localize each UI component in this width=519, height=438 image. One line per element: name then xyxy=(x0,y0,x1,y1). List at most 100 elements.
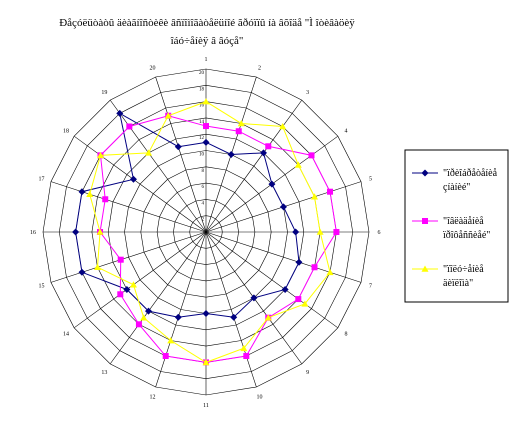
spoke xyxy=(50,231,207,283)
spoke xyxy=(205,99,303,233)
spoke-label: 9 xyxy=(306,370,309,376)
marker xyxy=(295,296,302,303)
marker xyxy=(96,228,104,235)
marker xyxy=(316,228,324,235)
marker xyxy=(126,123,133,130)
marker xyxy=(421,169,429,177)
marker xyxy=(235,128,242,135)
r-tick-label: 14 xyxy=(199,120,205,125)
marker xyxy=(250,294,258,302)
legend-box xyxy=(404,149,509,303)
marker xyxy=(268,180,276,188)
marker xyxy=(78,268,86,276)
marker xyxy=(167,337,175,344)
marker xyxy=(174,143,182,151)
marker xyxy=(421,265,429,272)
marker xyxy=(240,344,248,352)
spoke-label: 16 xyxy=(30,230,36,236)
spoke xyxy=(109,99,207,233)
marker xyxy=(327,188,334,195)
marker xyxy=(333,229,340,235)
marker xyxy=(237,119,245,127)
legend-label: çíàíèé" xyxy=(443,182,470,193)
marker xyxy=(202,138,210,146)
spoke xyxy=(205,231,362,283)
spoke xyxy=(73,135,207,233)
marker xyxy=(162,353,169,360)
marker xyxy=(308,152,315,159)
marker xyxy=(123,285,131,293)
marker xyxy=(164,112,172,119)
marker xyxy=(227,150,235,158)
marker xyxy=(129,281,137,288)
legend-label: "îâëàäåíèå xyxy=(443,216,484,227)
spoke-label: 10 xyxy=(256,395,262,401)
spoke-label: 13 xyxy=(101,370,107,376)
marker xyxy=(86,190,94,198)
r-tick-label: 18 xyxy=(199,87,205,92)
marker xyxy=(97,151,105,159)
marker xyxy=(301,300,309,307)
marker xyxy=(264,314,272,321)
spoke-label: 6 xyxy=(378,230,381,236)
marker xyxy=(243,353,250,360)
legend-label: "ïðèîáðåòåíèå xyxy=(443,168,498,179)
spoke-label: 2 xyxy=(258,65,261,71)
marker xyxy=(311,264,318,271)
spoke-label: 15 xyxy=(38,283,44,289)
marker xyxy=(292,228,300,236)
marker xyxy=(295,258,303,266)
marker xyxy=(265,143,272,150)
r-tick-label: 6 xyxy=(202,185,205,190)
marker xyxy=(202,98,210,105)
spoke-label: 14 xyxy=(63,332,69,338)
spoke-label: 12 xyxy=(150,395,156,401)
spoke xyxy=(205,231,257,388)
marker xyxy=(129,175,137,183)
r-tick-label: 10 xyxy=(199,153,205,158)
spoke xyxy=(155,231,207,388)
marker xyxy=(230,313,238,321)
r-tick-label: 8 xyxy=(202,169,205,174)
marker xyxy=(135,321,142,328)
spoke-label: 17 xyxy=(38,177,44,183)
spoke-label: 20 xyxy=(150,65,156,71)
marker xyxy=(117,256,124,263)
spoke-label: 8 xyxy=(344,332,347,338)
spoke-label: 3 xyxy=(306,90,309,96)
r-tick-label: 20 xyxy=(199,71,205,76)
marker xyxy=(259,149,267,157)
marker xyxy=(203,123,209,130)
marker xyxy=(279,123,287,130)
marker xyxy=(145,307,153,315)
spoke-label: 7 xyxy=(369,283,372,289)
spoke-label: 18 xyxy=(63,128,69,134)
spoke-label: 11 xyxy=(203,403,209,409)
marker xyxy=(294,161,302,168)
marker xyxy=(78,188,86,196)
marker xyxy=(93,263,101,271)
spoke xyxy=(205,231,339,329)
legend-label: "ïîëó÷åíèå xyxy=(443,264,484,275)
legend-label: ïðîôåññèåé" xyxy=(442,230,490,241)
marker xyxy=(72,228,80,236)
marker xyxy=(202,358,210,366)
chart-title: Ðåçóëüòàòû äèàãíîñòèêè âñïîìîãàòåëüíîé ã… xyxy=(59,17,355,29)
spoke xyxy=(109,231,207,365)
marker xyxy=(174,313,182,321)
marker xyxy=(280,203,288,211)
spoke-label: 5 xyxy=(369,177,372,183)
spoke-label: 4 xyxy=(344,128,347,134)
marker xyxy=(311,193,319,200)
marker xyxy=(422,218,428,224)
spoke xyxy=(155,76,207,233)
spoke-label: 1 xyxy=(205,57,208,63)
marker xyxy=(140,314,148,321)
marker xyxy=(145,149,153,156)
marker xyxy=(116,109,124,117)
spoke xyxy=(50,181,207,233)
chart-title: îáó÷åíèÿ â âóçå" xyxy=(170,35,244,47)
legend-label: äèïëîìà" xyxy=(443,278,473,289)
marker xyxy=(202,310,210,317)
